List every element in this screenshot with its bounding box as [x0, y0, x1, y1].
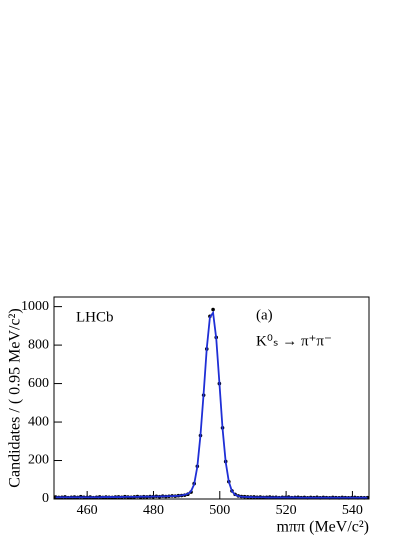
- y-tick-label: 200: [28, 453, 49, 468]
- x-tick-label: 460: [77, 503, 98, 518]
- x-tick-label: 480: [143, 503, 164, 518]
- plot-frame: [53, 296, 370, 500]
- y-tick-label: 1000: [21, 299, 49, 314]
- x-tick-label: 500: [209, 503, 230, 518]
- y-tick-label: 400: [28, 414, 49, 429]
- fit-line: [55, 310, 368, 499]
- y-tick-label: 600: [28, 376, 49, 391]
- annotation: K⁰ₛ → π⁺π⁻: [256, 333, 332, 349]
- x-axis-label: mππ (MeV/c²): [277, 519, 369, 536]
- data-point: [211, 307, 215, 312]
- annotation: LHCb: [76, 309, 114, 325]
- x-tick-label: 540: [342, 503, 363, 518]
- x-tick-label: 520: [276, 503, 297, 518]
- y-tick-label: 800: [28, 337, 49, 352]
- y-axis-label: Candidates / ( 0.95 MeV/c²): [7, 308, 24, 487]
- annotation: (a): [256, 307, 273, 323]
- y-tick-label: 0: [42, 491, 49, 506]
